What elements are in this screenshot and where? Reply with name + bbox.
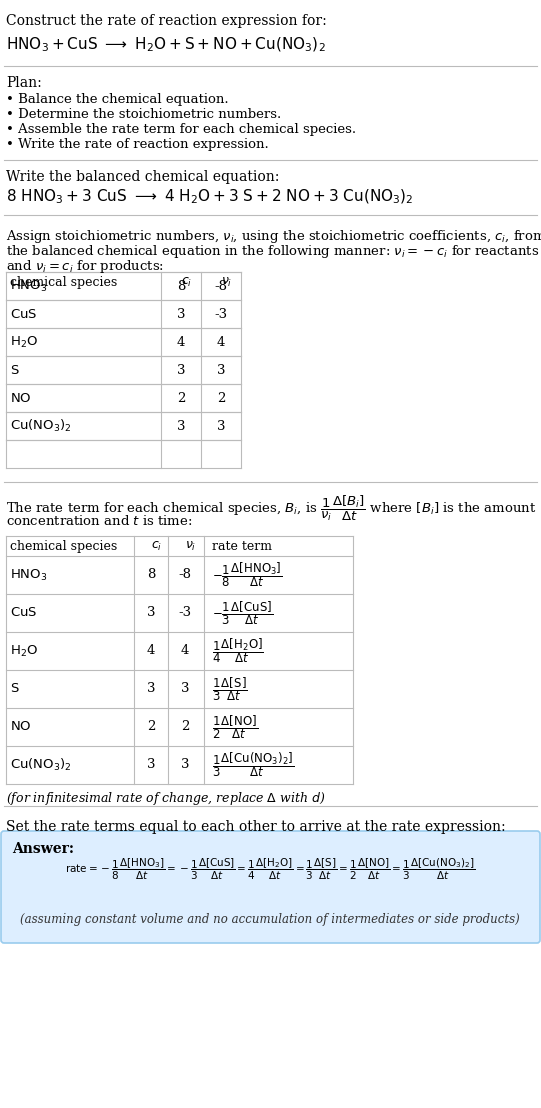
Text: -8: -8 [179,568,192,582]
Text: $\nu_i$: $\nu_i$ [185,540,196,553]
Text: -3: -3 [214,308,228,320]
Text: $\mathrm{8\ HNO_3 + 3\ CuS\ \longrightarrow\ 4\ H_2O + 3\ S + 2\ NO + 3\ Cu(NO_3: $\mathrm{8\ HNO_3 + 3\ CuS\ \longrightar… [6,188,414,206]
Text: chemical species: chemical species [10,276,117,289]
Text: 2: 2 [177,391,185,404]
Text: 3: 3 [217,420,225,432]
Text: $\mathrm{NO}$: $\mathrm{NO}$ [10,391,32,404]
Text: $c_i$: $c_i$ [151,540,162,553]
Text: 8: 8 [177,279,185,293]
Text: $\dfrac{1}{4}\dfrac{\Delta[\mathrm{H_2O}]}{\Delta t}$: $\dfrac{1}{4}\dfrac{\Delta[\mathrm{H_2O}… [212,637,264,666]
Text: (for infinitesimal rate of change, replace $\Delta$ with $d$): (for infinitesimal rate of change, repla… [6,790,325,807]
Text: $\mathrm{CuS}$: $\mathrm{CuS}$ [10,308,37,320]
Text: $\mathrm{HNO_3}$: $\mathrm{HNO_3}$ [10,278,48,294]
Text: • Balance the chemical equation.: • Balance the chemical equation. [6,93,229,106]
Text: $\mathrm{S}$: $\mathrm{S}$ [10,683,19,696]
Text: Set the rate terms equal to each other to arrive at the rate expression:: Set the rate terms equal to each other t… [6,820,506,834]
Text: • Assemble the rate term for each chemical species.: • Assemble the rate term for each chemic… [6,123,356,136]
FancyBboxPatch shape [1,831,540,943]
Text: 4: 4 [177,336,185,349]
Text: $\dfrac{1}{3}\dfrac{\Delta[\mathrm{S}]}{\Delta t}$: $\dfrac{1}{3}\dfrac{\Delta[\mathrm{S}]}{… [212,675,248,702]
Text: $\mathrm{CuS}$: $\mathrm{CuS}$ [10,606,37,619]
Text: and $\nu_i = c_i$ for products:: and $\nu_i = c_i$ for products: [6,258,164,275]
Text: 3: 3 [177,363,185,377]
Text: 3: 3 [177,308,185,320]
Text: -8: -8 [214,279,228,293]
Text: 3: 3 [177,420,185,432]
Text: $\mathrm{NO}$: $\mathrm{NO}$ [10,720,32,733]
Text: Answer:: Answer: [12,842,74,856]
Text: -3: -3 [179,606,192,619]
Text: $\mathrm{H_2O}$: $\mathrm{H_2O}$ [10,644,38,658]
Text: 3: 3 [181,683,189,696]
Text: 3: 3 [147,759,155,771]
Text: 2: 2 [181,720,189,733]
Text: • Determine the stoichiometric numbers.: • Determine the stoichiometric numbers. [6,107,281,121]
Text: $\mathrm{rate} = -\dfrac{1}{8}\dfrac{\Delta[\mathrm{HNO_3}]}{\Delta t} = -\dfrac: $\mathrm{rate} = -\dfrac{1}{8}\dfrac{\De… [65,856,476,882]
Text: Write the balanced chemical equation:: Write the balanced chemical equation: [6,170,279,184]
Text: $\mathrm{HNO_3 + CuS\ \longrightarrow\ H_2O + S + NO + Cu(NO_3)_2}$: $\mathrm{HNO_3 + CuS\ \longrightarrow\ H… [6,35,326,54]
Text: 3: 3 [217,363,225,377]
Text: The rate term for each chemical species, $B_i$, is $\dfrac{1}{\nu_i}\dfrac{\Delt: The rate term for each chemical species,… [6,494,536,523]
Text: 8: 8 [147,568,155,582]
Text: 2: 2 [217,391,225,404]
Text: Assign stoichiometric numbers, $\nu_i$, using the stoichiometric coefficients, $: Assign stoichiometric numbers, $\nu_i$, … [6,228,541,245]
Text: $\mathrm{Cu(NO_3)_2}$: $\mathrm{Cu(NO_3)_2}$ [10,418,72,434]
Text: $\mathrm{HNO_3}$: $\mathrm{HNO_3}$ [10,567,48,583]
Text: $\dfrac{1}{2}\dfrac{\Delta[\mathrm{NO}]}{\Delta t}$: $\dfrac{1}{2}\dfrac{\Delta[\mathrm{NO}]}… [212,714,258,741]
Text: 3: 3 [147,683,155,696]
Text: the balanced chemical equation in the following manner: $\nu_i = -c_i$ for react: the balanced chemical equation in the fo… [6,243,539,260]
Text: 2: 2 [147,720,155,733]
Text: $\mathrm{H_2O}$: $\mathrm{H_2O}$ [10,335,38,349]
Text: Plan:: Plan: [6,76,42,90]
Text: $\mathrm{Cu(NO_3)_2}$: $\mathrm{Cu(NO_3)_2}$ [10,757,72,773]
Text: Construct the rate of reaction expression for:: Construct the rate of reaction expressio… [6,14,327,28]
Text: concentration and $t$ is time:: concentration and $t$ is time: [6,514,193,529]
Text: 4: 4 [181,645,189,657]
Text: $c_i$: $c_i$ [181,276,192,289]
Text: $-\dfrac{1}{3}\dfrac{\Delta[\mathrm{CuS}]}{\Delta t}$: $-\dfrac{1}{3}\dfrac{\Delta[\mathrm{CuS}… [212,599,273,627]
Text: $\nu_i$: $\nu_i$ [221,276,233,289]
Text: $-\dfrac{1}{8}\dfrac{\Delta[\mathrm{HNO_3}]}{\Delta t}$: $-\dfrac{1}{8}\dfrac{\Delta[\mathrm{HNO_… [212,561,282,589]
Text: (assuming constant volume and no accumulation of intermediates or side products): (assuming constant volume and no accumul… [20,913,520,926]
Text: $\dfrac{1}{3}\dfrac{\Delta[\mathrm{Cu(NO_3)_2}]}{\Delta t}$: $\dfrac{1}{3}\dfrac{\Delta[\mathrm{Cu(NO… [212,750,294,779]
Text: 4: 4 [147,645,155,657]
Text: 4: 4 [217,336,225,349]
Text: chemical species: chemical species [10,540,117,553]
Text: rate term: rate term [212,540,272,553]
Text: • Write the rate of reaction expression.: • Write the rate of reaction expression. [6,138,269,151]
Text: 3: 3 [147,606,155,619]
Text: 3: 3 [181,759,189,771]
Text: $\mathrm{S}$: $\mathrm{S}$ [10,363,19,377]
